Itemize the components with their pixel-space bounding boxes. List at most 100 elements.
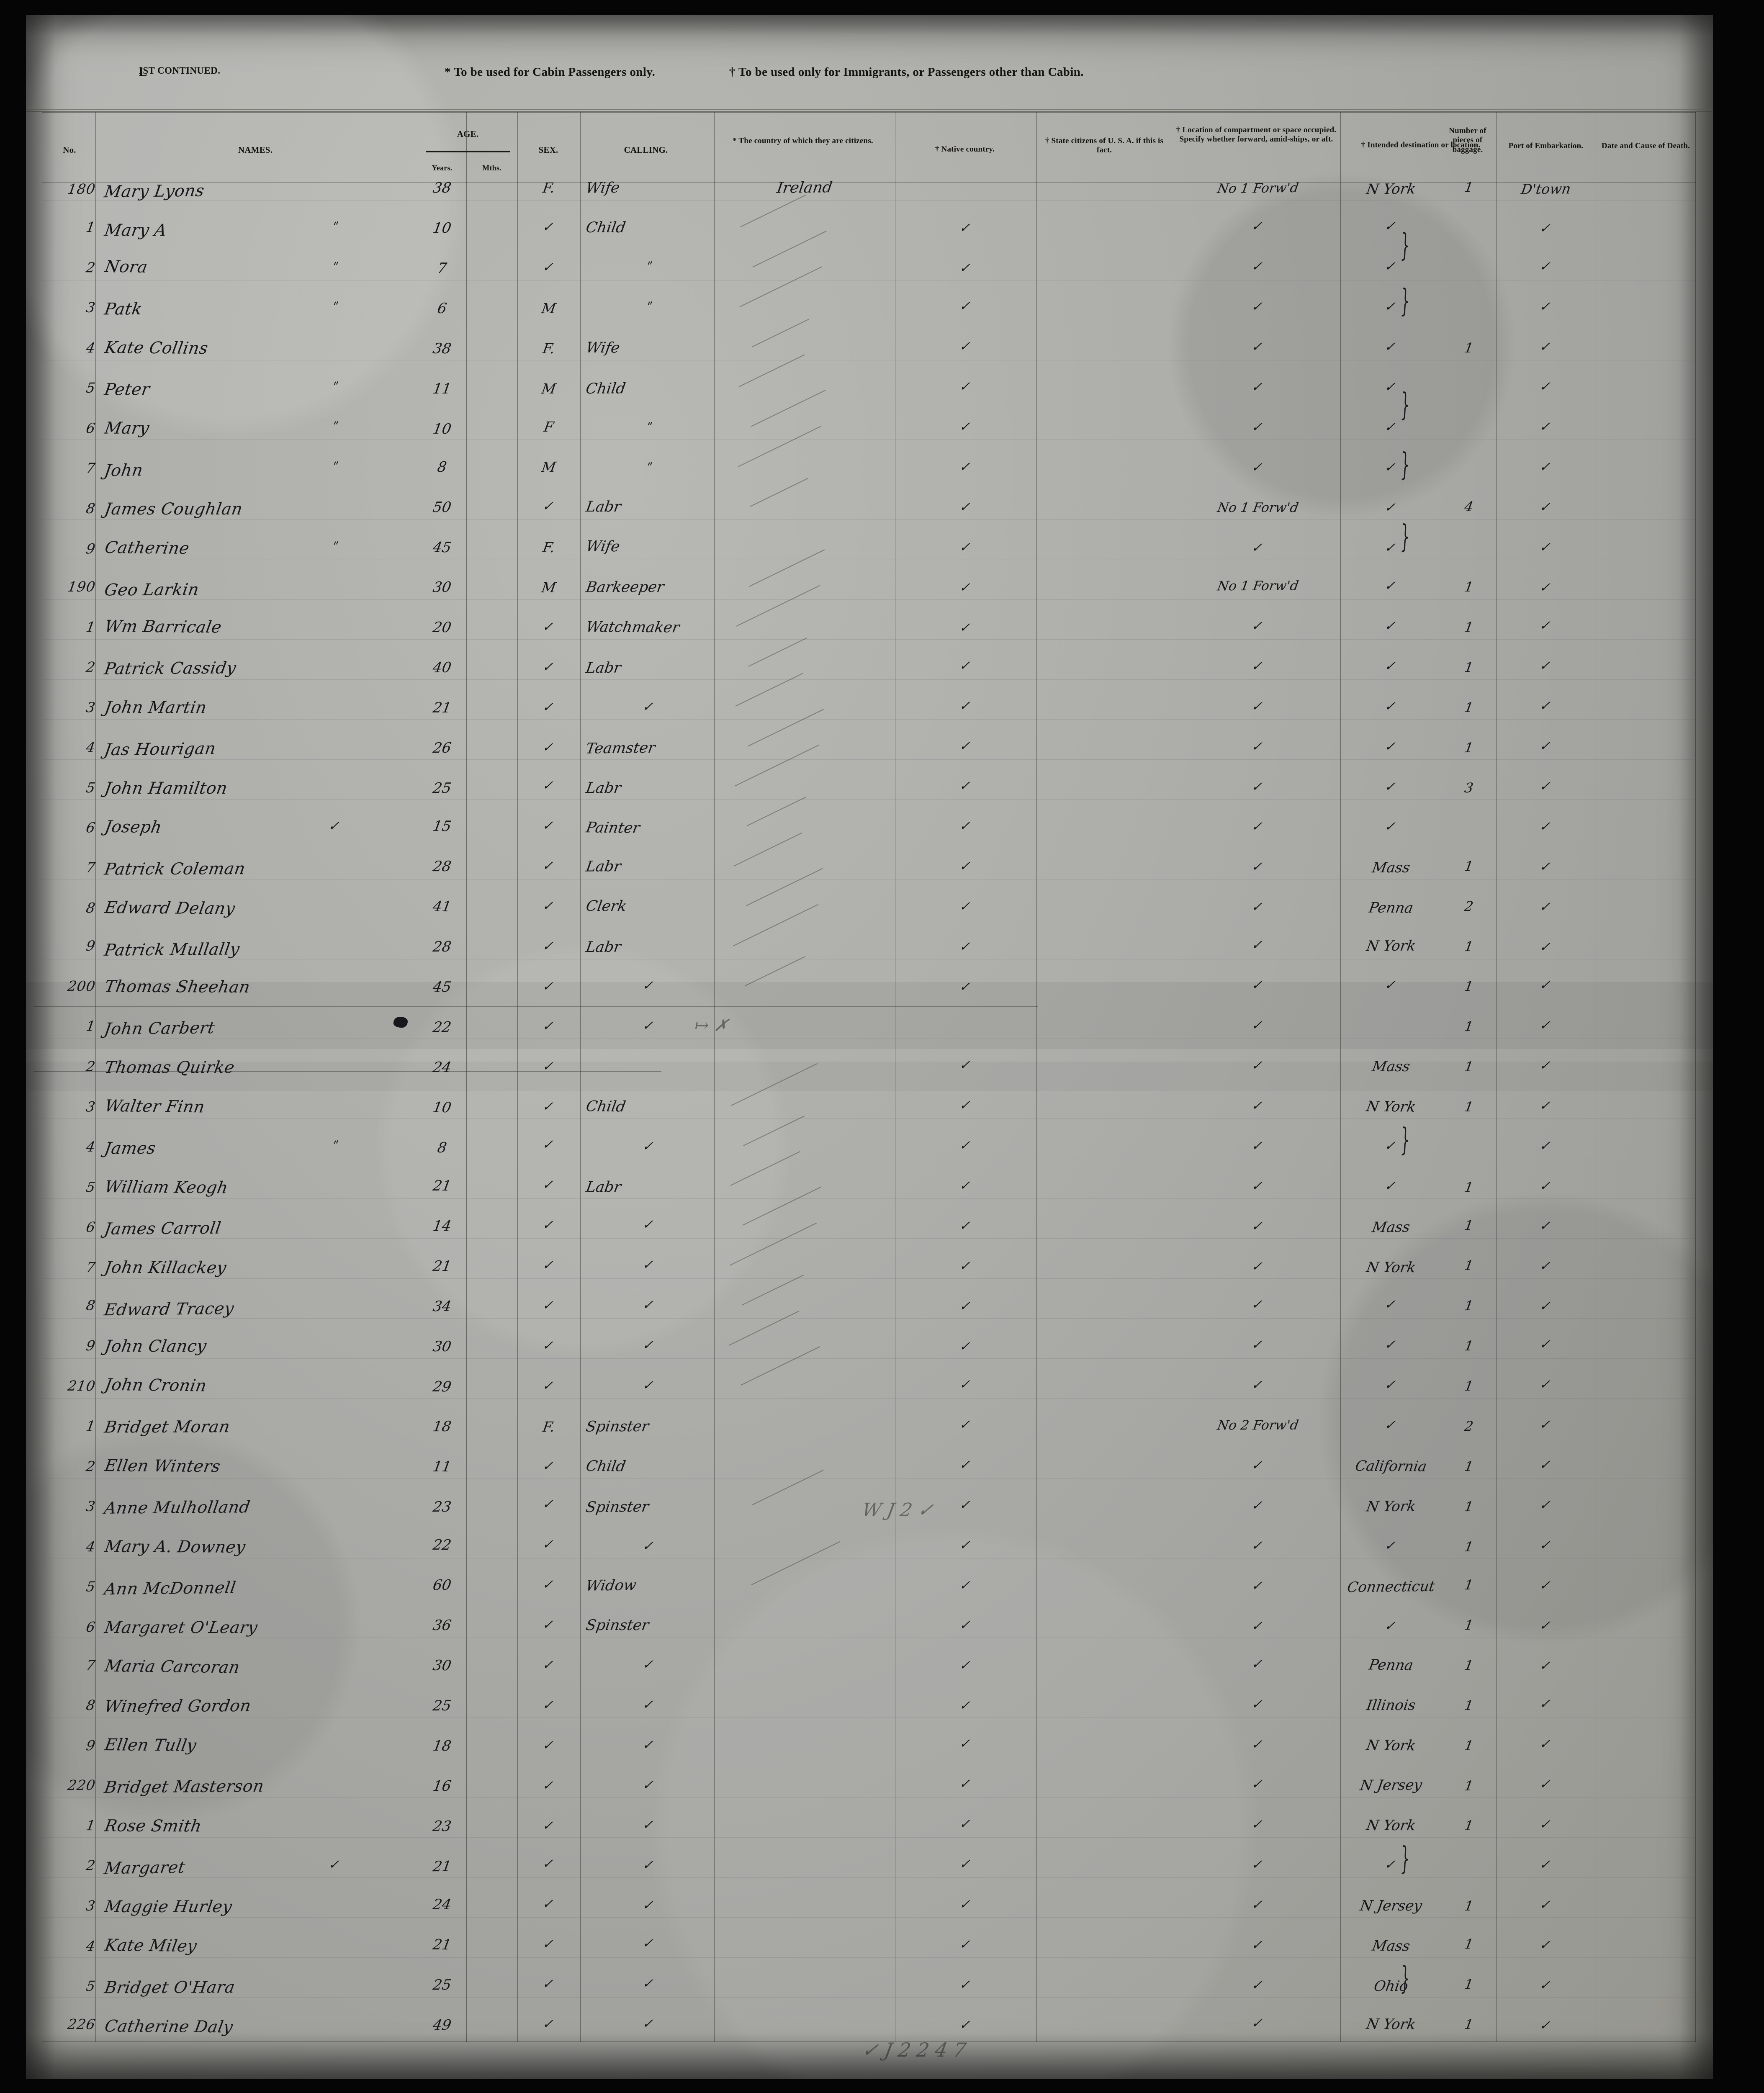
stray-pencil-scribble: ↦ ✗ bbox=[693, 1016, 730, 1036]
grouping-brace: } bbox=[1399, 1840, 1411, 1877]
tick-mark: ✓ bbox=[1538, 779, 1554, 794]
tick-mark: ✓ bbox=[958, 1537, 974, 1553]
banner-divider-rule bbox=[26, 109, 1713, 112]
cell-years: 14 bbox=[432, 1217, 453, 1234]
pencil-stroke bbox=[728, 1310, 800, 1346]
tick-mark: ✓ bbox=[641, 1337, 657, 1353]
cell-years: 18 bbox=[432, 1418, 453, 1435]
cell-calling: Labr bbox=[584, 779, 622, 797]
pencil-stroke bbox=[734, 744, 820, 787]
tick-mark: ✓ bbox=[1383, 618, 1399, 634]
tick-mark: ✓ bbox=[1383, 259, 1399, 274]
paper-crease bbox=[33, 1071, 661, 1072]
col-header-names: NAMES. bbox=[238, 145, 273, 155]
tick-mark: ✓ bbox=[541, 699, 557, 715]
cell-name: Kate Collins bbox=[103, 338, 210, 358]
tick-mark: ✓ bbox=[1250, 1138, 1266, 1154]
col-divider bbox=[1695, 112, 1696, 2042]
cell-baggage: 1 bbox=[1463, 1297, 1474, 1314]
pencil-stroke bbox=[750, 478, 808, 507]
cell-baggage: 1 bbox=[1463, 1099, 1475, 1115]
cell-no: 190 bbox=[66, 578, 97, 595]
tick-mark: ✓ bbox=[1538, 499, 1554, 515]
cell-calling: Labr bbox=[584, 858, 622, 875]
cell-no: 9 bbox=[85, 1737, 97, 1754]
cell-calling: Labr bbox=[584, 499, 622, 515]
cell-no: 3 bbox=[85, 299, 97, 316]
cell-no: 7 bbox=[85, 1656, 97, 1674]
tick-mark: ✓ bbox=[1250, 779, 1266, 795]
tick-mark: ✓ bbox=[958, 1457, 974, 1473]
cell-name: Wm Barricale bbox=[103, 617, 223, 637]
tick-mark: ✓ bbox=[1250, 899, 1266, 915]
tick-mark: ✓ bbox=[1250, 259, 1266, 274]
cell-no: 1 bbox=[85, 1817, 97, 1834]
cell-years: 25 bbox=[432, 780, 453, 797]
tick-mark: ✓ bbox=[1250, 859, 1266, 875]
cell-destination: N York bbox=[1365, 180, 1417, 198]
stray-pencil-scribble: ✓ J 2 2 4 7 bbox=[860, 2039, 968, 2062]
tick-mark: ✓ bbox=[1250, 1457, 1266, 1473]
tick-mark: ✓ bbox=[1538, 1138, 1554, 1154]
cell-name: Patrick Cassidy bbox=[103, 658, 238, 679]
col-header-compartment: † Location of compartment or space occup… bbox=[1176, 126, 1337, 144]
cell-name: Anne Mulholland bbox=[103, 1498, 252, 1518]
cell-baggage: 1 bbox=[1463, 1498, 1475, 1514]
cell-no: 2 bbox=[85, 658, 97, 675]
tick-mark: ✓ bbox=[541, 1976, 557, 1992]
cell-destination: Mass bbox=[1371, 859, 1412, 877]
cell-calling: Child bbox=[584, 219, 627, 237]
tick-mark: ✓ bbox=[541, 219, 557, 235]
tick-mark: ✓ bbox=[1250, 219, 1266, 234]
tick-mark: ✓ bbox=[1538, 698, 1554, 714]
cell-no: 4 bbox=[85, 1538, 97, 1555]
cell-name: Thomas Quirke bbox=[103, 1058, 236, 1077]
cell-baggage: 1 bbox=[1463, 1818, 1475, 1834]
cell-calling: Child bbox=[584, 380, 627, 398]
tick-mark: ✓ bbox=[958, 260, 974, 276]
tick-mark: ✓ bbox=[1250, 1656, 1266, 1672]
paper-crease bbox=[33, 1006, 1038, 1007]
tick-mark: ✓ bbox=[541, 499, 557, 514]
tick-mark: ✓ bbox=[1250, 977, 1266, 993]
tick-mark: ✓ bbox=[1250, 1736, 1266, 1752]
cell-name: Rose Smith bbox=[103, 1816, 203, 1836]
tick-mark: ✓ bbox=[541, 260, 557, 275]
table-top-border bbox=[42, 112, 1696, 113]
pencil-stroke bbox=[752, 230, 827, 267]
cell-years: 21 bbox=[432, 1936, 453, 1954]
pencil-stroke bbox=[751, 319, 810, 347]
cell-no: 3 bbox=[85, 699, 97, 715]
tick-mark: ✓ bbox=[541, 1936, 557, 1952]
tick-mark: ✓ bbox=[1538, 2017, 1554, 2033]
cell-destination: N York bbox=[1365, 937, 1417, 955]
cell-name: Mary A. Downey bbox=[103, 1537, 247, 1557]
cell-calling: Spinster bbox=[584, 1498, 650, 1516]
tick-mark: ✓ bbox=[958, 459, 974, 475]
tick-mark: ✓ bbox=[1538, 1817, 1554, 1832]
cell-baggage: 1 bbox=[1463, 1378, 1475, 1394]
pencil-stroke bbox=[733, 904, 819, 946]
ditto-mark: " bbox=[643, 460, 654, 474]
cell-years: 40 bbox=[432, 659, 453, 676]
col-header-calling: CALLING. bbox=[624, 145, 668, 155]
pencil-stroke bbox=[736, 585, 820, 627]
cell-baggage: 1 bbox=[1463, 1257, 1475, 1274]
tick-mark: ✓ bbox=[1538, 1218, 1554, 1234]
cell-baggage: 1 bbox=[1463, 619, 1475, 635]
cell-baggage: 1 bbox=[1463, 1737, 1475, 1754]
cell-destination: N York bbox=[1365, 1259, 1417, 1276]
pencil-stroke bbox=[746, 868, 823, 907]
cell-name: James Carroll bbox=[103, 1219, 223, 1239]
cell-name: Bridget O'Hara bbox=[103, 1977, 237, 1998]
tick-mark: ✓ bbox=[958, 379, 974, 394]
tick-mark: ✓ bbox=[958, 1376, 974, 1392]
cell-years: 24 bbox=[432, 1059, 453, 1076]
col-divider bbox=[1036, 112, 1037, 2042]
tick-mark: ✓ bbox=[541, 1697, 557, 1713]
tick-mark: ✓ bbox=[958, 579, 974, 595]
cell-no: 8 bbox=[85, 1697, 97, 1713]
cell-years: 36 bbox=[432, 1617, 453, 1634]
cell-years: 11 bbox=[432, 380, 453, 397]
cell-name: John bbox=[103, 461, 144, 481]
